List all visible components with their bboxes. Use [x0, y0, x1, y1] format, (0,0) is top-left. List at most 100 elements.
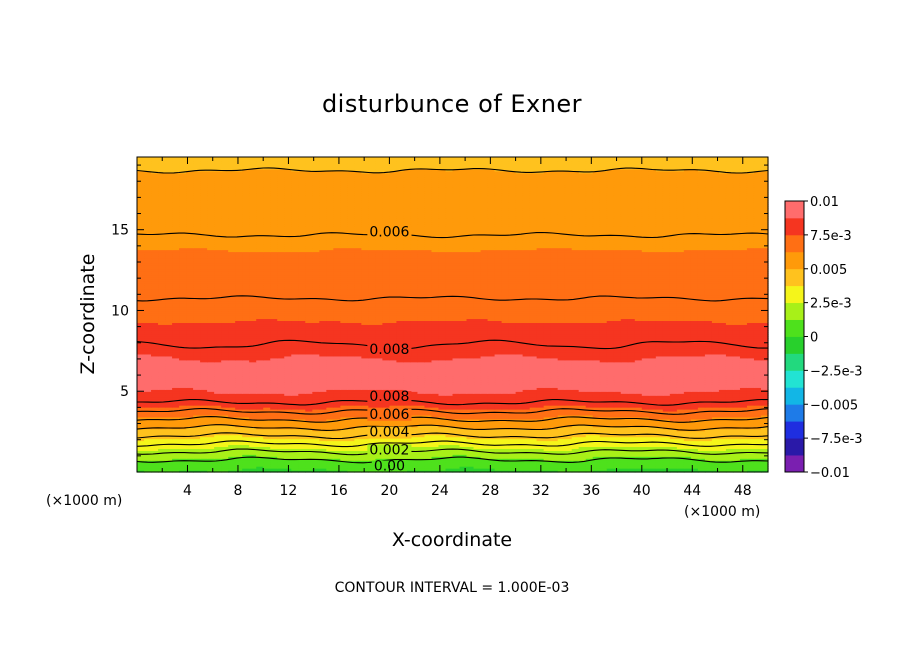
contour-cell [277, 460, 285, 463]
contour-cell [214, 432, 222, 436]
contour-cell [207, 409, 215, 412]
contour-cell [312, 430, 320, 434]
contour-cell [690, 414, 699, 418]
contour-cell [326, 416, 334, 420]
contour-cell [256, 454, 264, 457]
contour-cell [228, 440, 236, 444]
contour-cell [445, 436, 454, 440]
contour-cell [305, 395, 313, 398]
contour-cell [648, 409, 657, 412]
contour-cell [424, 436, 433, 440]
contour-cell [669, 432, 678, 436]
contour-cell [249, 460, 257, 463]
contour-cell [256, 460, 264, 463]
contour-cell [557, 468, 566, 471]
contour-cell [431, 426, 440, 430]
contour-cell [753, 403, 762, 406]
contour-cell [648, 430, 657, 434]
contour-cell [207, 466, 215, 469]
contour-cell [725, 407, 734, 410]
contour-cell [151, 448, 159, 451]
contour-cell [760, 462, 769, 465]
contour-cell [165, 412, 173, 416]
contour-cell [585, 407, 594, 410]
contour-cell [277, 462, 285, 465]
contour-cell [256, 466, 264, 469]
contour-cell [494, 462, 503, 465]
contour-cell [347, 448, 355, 451]
contour-cell [550, 387, 559, 390]
contour-cell [270, 468, 278, 471]
contour-cell [592, 414, 601, 418]
contour-cell [683, 395, 692, 398]
contour-cell [620, 444, 629, 448]
contour-cell [354, 393, 362, 396]
contour-cell [676, 418, 685, 422]
contour-cell [403, 466, 412, 469]
contour-cell [347, 446, 355, 449]
contour-cell [592, 403, 601, 406]
contour-cell [557, 438, 566, 442]
contour-cell [473, 460, 482, 463]
contour-cell [648, 385, 657, 388]
contour-cell [417, 409, 426, 412]
contour-cell [669, 397, 678, 400]
contour-cell [529, 454, 538, 457]
contour-cell [284, 397, 292, 400]
contour-cell [207, 462, 215, 465]
contour-cell [760, 432, 769, 436]
contour-cell [137, 458, 145, 461]
contour-cell [557, 454, 566, 457]
contour-cell [438, 389, 447, 392]
contour-cell [424, 416, 433, 420]
contour-cell [690, 395, 699, 398]
contour-cell [452, 424, 461, 428]
contour-cell [382, 456, 390, 459]
contour-cell [571, 448, 580, 451]
contour-cell [452, 397, 461, 400]
contour-cell [144, 458, 152, 461]
contour-cell [487, 399, 496, 402]
contour-cell [536, 410, 545, 414]
contour-cell [361, 412, 369, 416]
contour-cell [235, 409, 243, 412]
contour-cell [648, 395, 657, 398]
contour-cell [263, 440, 271, 444]
contour-cell [417, 468, 426, 471]
contour-cell [291, 438, 299, 442]
contour-cell [417, 410, 426, 414]
contour-cell [522, 397, 531, 400]
contour-cell [214, 454, 222, 457]
contour-cell [620, 424, 629, 428]
contour-cell [270, 466, 278, 469]
contour-cell [249, 393, 257, 396]
contour-cell [592, 436, 601, 440]
contour-cell [697, 403, 706, 406]
contour-cell [242, 414, 250, 418]
contour-cell [207, 391, 215, 394]
contour-cell [305, 391, 313, 394]
contour-cell [501, 454, 510, 457]
contour-cell [718, 466, 727, 469]
contour-cell [683, 460, 692, 463]
contour-cell [452, 434, 461, 438]
contour-cell [270, 395, 278, 398]
contour-cell [480, 418, 489, 422]
contour-cell [599, 458, 608, 461]
contour-cell [620, 470, 629, 473]
contour-cell [697, 468, 706, 471]
contour-cell [690, 418, 699, 422]
contour-cell [564, 456, 573, 459]
contour-cell [564, 466, 573, 469]
contour-cell [284, 422, 292, 426]
contour-cell [375, 405, 383, 408]
contour-cell [697, 399, 706, 402]
contour-cell [564, 428, 573, 432]
contour-cell [270, 428, 278, 432]
contour-cell [725, 458, 734, 461]
contour-cell [179, 416, 187, 420]
contour-cell [634, 397, 643, 400]
contour-cell [445, 401, 454, 404]
contour-cell [732, 432, 741, 436]
contour-cell [200, 414, 208, 418]
